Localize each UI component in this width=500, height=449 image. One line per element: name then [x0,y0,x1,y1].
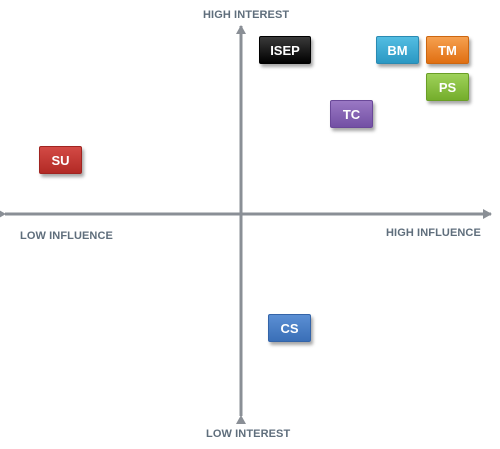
stakeholder-su: SU [39,146,82,174]
stakeholder-tc: TC [330,100,373,128]
stakeholder-tm: TM [426,36,469,64]
axis-label-high-interest: HIGH INTEREST [203,9,290,21]
axis-label-high-influence: HIGH INFLUENCE [386,227,481,239]
axis-label-low-interest: LOW INTEREST [206,428,291,440]
stakeholder-bm: BM [376,36,419,64]
axis-label-low-influence: LOW INFLUENCE [20,230,113,242]
stakeholder-isep: ISEP [259,36,311,64]
stakeholder-ps: PS [426,73,469,101]
stakeholder-cs: CS [268,314,311,342]
